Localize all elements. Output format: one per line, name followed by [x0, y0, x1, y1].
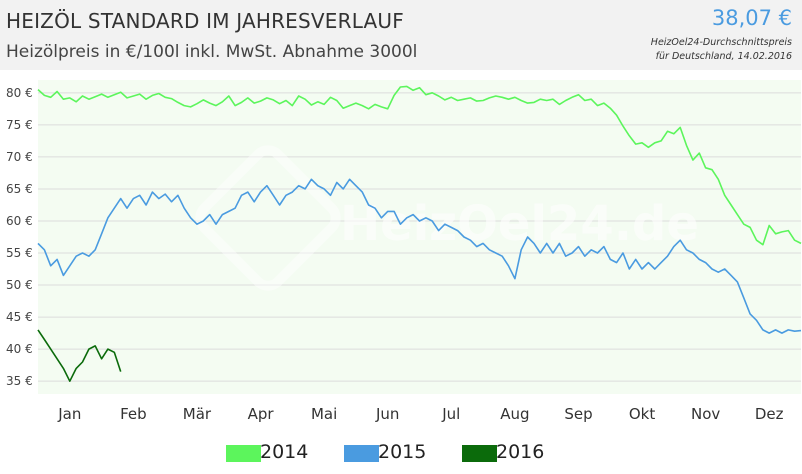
y-tick-label: 70 € [6, 150, 33, 164]
series-lines [37, 85, 802, 383]
plot-area [38, 80, 801, 394]
y-tick-label: 55 € [6, 246, 33, 260]
price-note-line2: für Deutschland, 14.02.2016 [655, 51, 792, 62]
legend-swatch [226, 445, 261, 462]
legend-swatch [344, 445, 379, 462]
x-tick-label: Okt [629, 405, 655, 423]
watermark-text: HeizOel24.de [340, 196, 699, 252]
y-tick-label: 80 € [6, 86, 33, 100]
price-chart: HeizOel24.de 35 € 40 € 45 € 50 € 55 € 60 € 65 … [6, 80, 802, 423]
series-line-2016 [37, 329, 122, 383]
series-line-2014 [37, 85, 802, 246]
x-tick-label: Aug [500, 405, 529, 423]
price-note-line1: HeizOel24-Durchschnittspreis [650, 37, 792, 48]
legend-label: 2015 [378, 441, 427, 463]
y-tick-label: 65 € [6, 182, 33, 196]
legend-label: 2016 [496, 441, 545, 463]
current-price: 38,07 € [711, 6, 792, 30]
y-tick-label: 45 € [6, 310, 33, 324]
y-axis-labels: 35 € 40 € 45 € 50 € 55 € 60 € 65 € 70 € 75 € 80 € [6, 86, 33, 388]
x-tick-label: Mai [311, 405, 337, 423]
x-tick-label: Nov [691, 405, 720, 423]
legend-item-2014[interactable]: 2014 [226, 441, 326, 469]
series-line-2015 [37, 178, 802, 334]
chart-title: HEIZÖL STANDARD IM JAHRESVERLAUF [6, 9, 404, 33]
y-tick-label: 75 € [6, 118, 33, 132]
x-tick-label: Dez [755, 405, 784, 423]
chart-header: HEIZÖL STANDARD IM JAHRESVERLAUF Heizölp… [0, 0, 802, 70]
y-tick-label: 50 € [6, 278, 33, 292]
chart-subtitle: Heizölpreis in €/100l inkl. MwSt. Abnahm… [6, 42, 418, 62]
y-tick-label: 40 € [6, 342, 33, 356]
x-tick-label: Jun [375, 405, 399, 423]
price-note: HeizOel24-Durchschnittspreis für Deutsch… [651, 36, 792, 64]
watermark-logo [195, 145, 341, 291]
x-tick-label: Jul [441, 405, 460, 423]
x-tick-label: Sep [564, 405, 592, 423]
legend-label: 2014 [260, 441, 309, 463]
x-tick-label: Jan [57, 405, 81, 423]
legend-item-2016[interactable]: 2016 [462, 441, 562, 469]
x-axis-labels: Jan Feb Mär Apr Mai Jun Jul Aug Sep Okt Nov Dez [57, 405, 783, 423]
x-tick-label: Mär [183, 405, 212, 423]
legend-swatch [462, 445, 497, 462]
x-tick-label: Apr [248, 405, 275, 423]
x-tick-label: Feb [120, 405, 147, 423]
y-tick-label: 60 € [6, 214, 33, 228]
y-tick-label: 35 € [6, 374, 33, 388]
legend-item-2015[interactable]: 2015 [344, 441, 444, 469]
